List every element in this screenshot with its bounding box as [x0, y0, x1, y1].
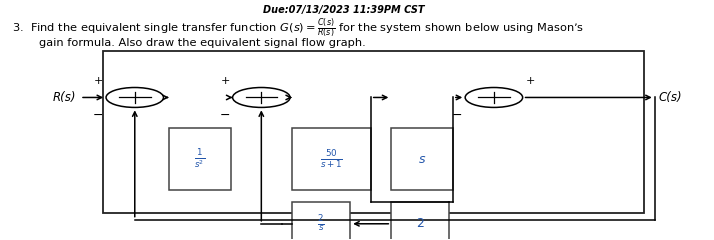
Text: R(s): R(s) [53, 91, 76, 104]
Text: −: − [219, 109, 230, 122]
Text: $\frac{50}{s+1}$: $\frac{50}{s+1}$ [320, 148, 343, 170]
Text: $s$: $s$ [418, 153, 426, 166]
Bar [391, 202, 449, 240]
Bar [169, 128, 231, 190]
Text: gain formula. Also draw the equivalent signal flow graph.: gain formula. Also draw the equivalent s… [39, 38, 366, 48]
Bar [103, 51, 645, 213]
Text: +: + [221, 76, 230, 86]
Text: +: + [94, 76, 104, 86]
Bar [292, 202, 351, 240]
Text: 3.  Find the equivalent single transfer function $G(s) = \frac{C(s)}{R(s)}$ for : 3. Find the equivalent single transfer f… [11, 17, 584, 40]
Text: −: − [452, 109, 463, 122]
Bar [391, 128, 453, 190]
Text: +: + [526, 76, 535, 86]
Text: Due:07/13/2023 11:39PM CST: Due:07/13/2023 11:39PM CST [263, 5, 424, 15]
Text: C(s): C(s) [658, 91, 682, 104]
Text: $\frac{2}{s}$: $\frac{2}{s}$ [318, 214, 325, 234]
Text: $2$: $2$ [416, 217, 425, 230]
Text: $\frac{1}{s^2}$: $\frac{1}{s^2}$ [194, 147, 206, 171]
Bar [292, 128, 371, 190]
Text: −: − [93, 109, 104, 122]
